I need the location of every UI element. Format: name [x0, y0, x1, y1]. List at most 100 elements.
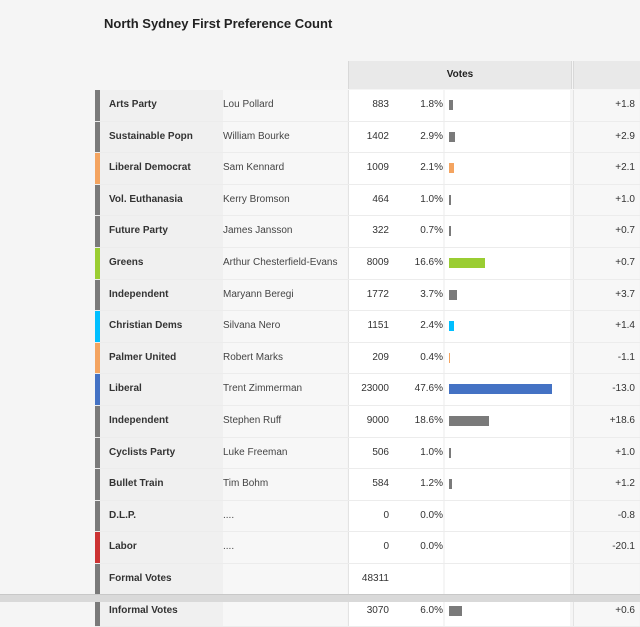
- swing-change: +1.4: [573, 311, 639, 342]
- page-title: North Sydney First Preference Count: [104, 16, 332, 31]
- vote-count: 1772: [348, 280, 395, 311]
- vote-bar-cell: [445, 532, 570, 563]
- vote-bar-cell: [445, 343, 570, 374]
- vote-count: 1009: [348, 153, 395, 184]
- candidate-name: Robert Marks: [223, 343, 347, 374]
- vote-count: 1402: [348, 122, 395, 153]
- swing-change: +2.1: [573, 153, 639, 184]
- swing-change: +3.7: [573, 280, 639, 311]
- vote-percent: 47.6%: [395, 374, 443, 405]
- vote-count: 1151: [348, 311, 395, 342]
- vote-percent: 1.2%: [395, 469, 443, 500]
- vote-bar-cell: [445, 153, 570, 184]
- vote-share-bar: [449, 132, 455, 142]
- candidate-name: Luke Freeman: [223, 438, 347, 469]
- vote-bar-cell: [445, 406, 570, 437]
- vote-bar-cell: [445, 122, 570, 153]
- vote-percent: 2.9%: [395, 122, 443, 153]
- swing-change: [573, 564, 639, 595]
- candidate-name: Stephen Ruff: [223, 406, 347, 437]
- vote-share-bar: [449, 195, 451, 205]
- vote-count: 48311: [348, 564, 395, 595]
- vote-bar-cell: [445, 374, 570, 405]
- vote-bar-cell: [445, 185, 570, 216]
- vote-bar-cell: [445, 90, 570, 121]
- vote-count: 0: [348, 501, 395, 532]
- candidate-name: James Jansson: [223, 216, 347, 247]
- vote-count: 584: [348, 469, 395, 500]
- vote-share-bar: [449, 353, 450, 363]
- vote-bar-cell: [445, 501, 570, 532]
- vote-bar-cell: [445, 564, 570, 595]
- vote-percent: [395, 564, 443, 595]
- vote-share-bar: [449, 163, 454, 173]
- candidate-name: Lou Pollard: [223, 90, 347, 121]
- swing-change: +1.0: [573, 185, 639, 216]
- swing-change: +1.8: [573, 90, 639, 121]
- vote-share-bar: [449, 226, 451, 236]
- vote-share-bar: [449, 100, 453, 110]
- vote-share-bar: [449, 384, 552, 394]
- swing-change: -0.8: [573, 501, 639, 532]
- vote-percent: 0.0%: [395, 532, 443, 563]
- candidate-name: Sam Kennard: [223, 153, 347, 184]
- vote-bar-cell: [445, 248, 570, 279]
- vote-bar-cell: [445, 280, 570, 311]
- swing-change: +18.6: [573, 406, 639, 437]
- vote-count: 209: [348, 343, 395, 374]
- candidate-name: ....: [223, 501, 347, 532]
- vote-bar-cell: [445, 438, 570, 469]
- swing-change: +2.9: [573, 122, 639, 153]
- candidate-name: Silvana Nero: [223, 311, 347, 342]
- vote-percent: 16.6%: [395, 248, 443, 279]
- vote-percent: 0.7%: [395, 216, 443, 247]
- candidate-name: [223, 564, 347, 595]
- vote-share-bar: [449, 479, 452, 489]
- vote-share-bar: [449, 290, 457, 300]
- swing-change: +1.0: [573, 438, 639, 469]
- vote-share-bar: [449, 321, 454, 331]
- vote-percent: 1.8%: [395, 90, 443, 121]
- vote-percent: 18.6%: [395, 406, 443, 437]
- vote-count: 883: [348, 90, 395, 121]
- vote-percent: 0.0%: [395, 501, 443, 532]
- vote-percent: 1.0%: [395, 185, 443, 216]
- swing-change: +0.7: [573, 216, 639, 247]
- vote-bar-cell: [445, 311, 570, 342]
- vote-share-bar: [449, 258, 485, 268]
- candidate-name: ....: [223, 532, 347, 563]
- vote-count: 23000: [348, 374, 395, 405]
- vote-percent: 2.4%: [395, 311, 443, 342]
- vote-count: 9000: [348, 406, 395, 437]
- swing-change: -1.1: [573, 343, 639, 374]
- candidate-name: Tim Bohm: [223, 469, 347, 500]
- vote-count: 322: [348, 216, 395, 247]
- swing-change: +1.2: [573, 469, 639, 500]
- candidate-name: William Bourke: [223, 122, 347, 153]
- candidate-name: Arthur Chesterfield-Evans: [223, 248, 347, 279]
- vote-count: 0: [348, 532, 395, 563]
- vote-percent: 0.4%: [395, 343, 443, 374]
- swing-change: -20.1: [573, 532, 639, 563]
- votes-column-header: Votes: [348, 61, 572, 89]
- candidate-name: Trent Zimmerman: [223, 374, 347, 405]
- vote-share-bar: [449, 606, 462, 616]
- candidate-name: Kerry Bromson: [223, 185, 347, 216]
- candidate-name: Maryann Beregi: [223, 280, 347, 311]
- swing-change: +0.7: [573, 248, 639, 279]
- vote-count: 8009: [348, 248, 395, 279]
